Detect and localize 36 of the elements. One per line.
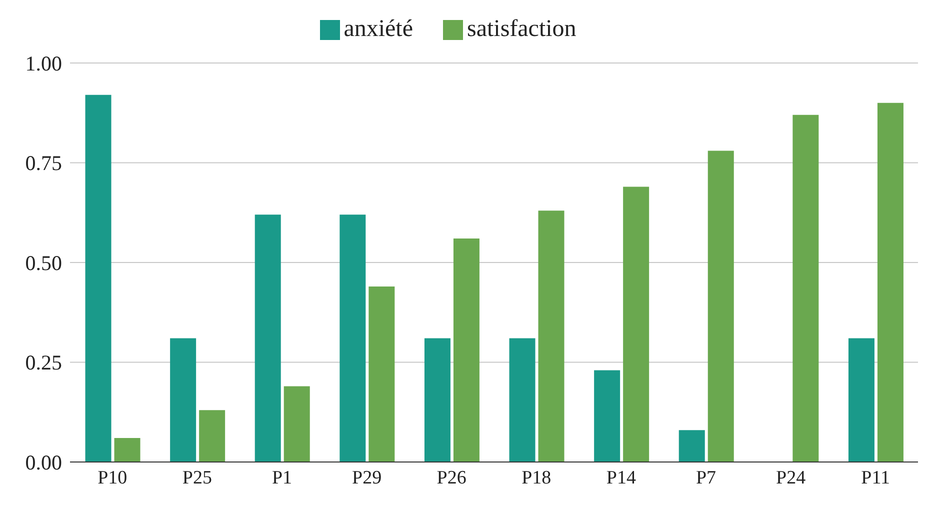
y-tick-label: 0.25	[25, 350, 62, 375]
x-tick-label: P11	[861, 467, 890, 488]
bar	[368, 286, 395, 462]
x-tick-label: P18	[522, 467, 552, 488]
bar	[199, 410, 226, 462]
bar	[284, 386, 310, 462]
bar	[792, 114, 819, 462]
x-tick-label: P7	[696, 467, 716, 488]
bar	[254, 214, 281, 462]
bar	[594, 370, 620, 462]
x-tick-label: P29	[352, 467, 382, 488]
bar	[623, 186, 650, 462]
bar	[678, 430, 705, 462]
x-tick-label: P1	[272, 467, 292, 488]
legend-label: satisfaction	[466, 16, 576, 42]
bar	[848, 338, 874, 462]
y-tick-label: 1.00	[25, 51, 62, 76]
x-tick-label: P10	[98, 467, 128, 488]
bar	[85, 94, 112, 462]
x-tick-label: P26	[436, 467, 466, 488]
x-tick-label: P14	[606, 467, 636, 488]
bar	[509, 338, 536, 462]
y-tick-label: 0.00	[25, 450, 62, 474]
bar	[114, 438, 140, 462]
bar	[708, 150, 734, 462]
x-tick-label: P25	[182, 467, 212, 488]
bar	[877, 102, 904, 462]
y-tick-label: 0.50	[25, 250, 62, 275]
x-tick-label: P24	[776, 467, 806, 488]
bar	[170, 338, 196, 462]
y-tick-label: 0.75	[25, 151, 62, 176]
bar	[424, 338, 450, 462]
bar	[538, 210, 564, 462]
bar	[453, 238, 480, 462]
bar	[340, 214, 366, 462]
legend-label: anxiété	[344, 16, 413, 42]
